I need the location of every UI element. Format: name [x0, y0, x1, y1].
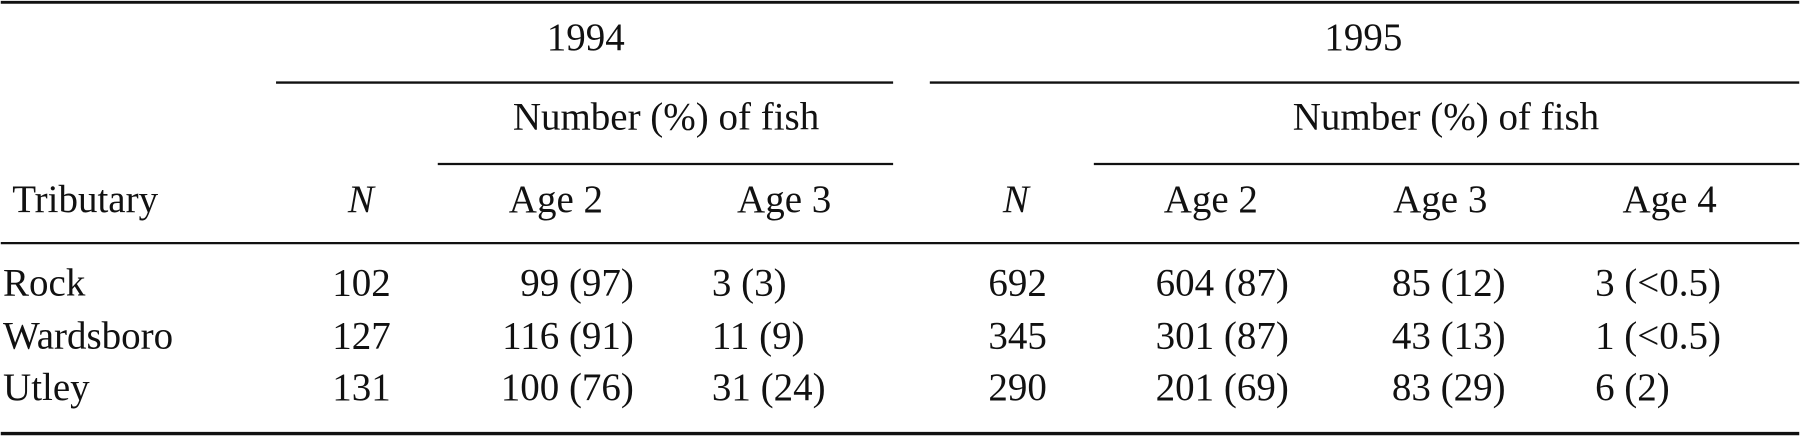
year: 1994	[547, 16, 625, 59]
cell: 11 (9)	[712, 314, 805, 357]
group-label: Number (%) of fish	[1293, 95, 1599, 138]
cell: 3 (3)	[712, 262, 787, 305]
cell: 83 (29)	[1392, 366, 1506, 409]
cell: 131	[332, 366, 390, 409]
year: 1995	[1324, 16, 1402, 59]
cell: 102	[332, 262, 390, 305]
column-header: Age 4	[1623, 178, 1717, 221]
cell: 43 (13)	[1392, 314, 1506, 357]
cell: 3 (<0.5)	[1595, 262, 1721, 305]
column-header: N	[347, 178, 376, 221]
column-header: Tributary	[12, 178, 158, 221]
cell: 290	[988, 366, 1046, 409]
row-label: Utley	[3, 366, 90, 409]
cell: 301 (87)	[1156, 314, 1289, 357]
column-header: Age 3	[1393, 178, 1487, 221]
column-header: N	[1002, 178, 1031, 221]
cell: 116 (91)	[502, 314, 634, 357]
cell: 1 (<0.5)	[1595, 314, 1721, 357]
cell: 31 (24)	[712, 366, 826, 409]
group-label: Number (%) of fish	[513, 95, 819, 138]
cell: 345	[988, 314, 1046, 357]
row-label: Rock	[3, 262, 86, 305]
cell: 85 (12)	[1392, 262, 1506, 305]
column-header: Age 3	[737, 178, 831, 221]
column-header: Age 2	[1164, 178, 1258, 221]
cell: 201 (69)	[1156, 366, 1289, 409]
cell: 127	[332, 314, 390, 357]
row-label: Wardsboro	[3, 314, 173, 357]
cell: 99 (97)	[520, 262, 634, 305]
cell: 100 (76)	[501, 366, 634, 409]
column-header: Age 2	[509, 178, 603, 221]
cell: 6 (2)	[1595, 366, 1670, 409]
cell: 692	[988, 262, 1046, 305]
cell: 604 (87)	[1156, 262, 1289, 305]
